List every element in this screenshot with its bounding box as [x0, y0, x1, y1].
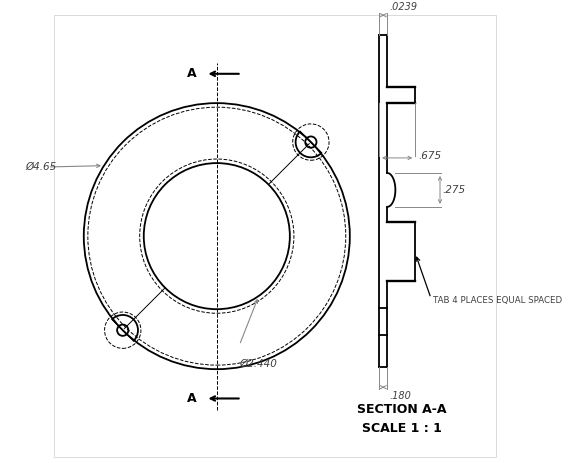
- Text: Ø4.65: Ø4.65: [25, 162, 56, 172]
- Text: .675: .675: [419, 150, 442, 161]
- Text: Ø2.440: Ø2.440: [240, 359, 277, 369]
- Text: SECTION A-A: SECTION A-A: [357, 403, 447, 416]
- Text: A: A: [187, 67, 197, 80]
- Text: SCALE 1 : 1: SCALE 1 : 1: [362, 422, 441, 435]
- Text: .0239: .0239: [390, 1, 418, 12]
- Text: TAB 4 PLACES EQUAL SPACED: TAB 4 PLACES EQUAL SPACED: [433, 296, 563, 305]
- Text: A: A: [187, 392, 197, 405]
- Text: .275: .275: [443, 185, 466, 195]
- Text: .180: .180: [390, 391, 411, 401]
